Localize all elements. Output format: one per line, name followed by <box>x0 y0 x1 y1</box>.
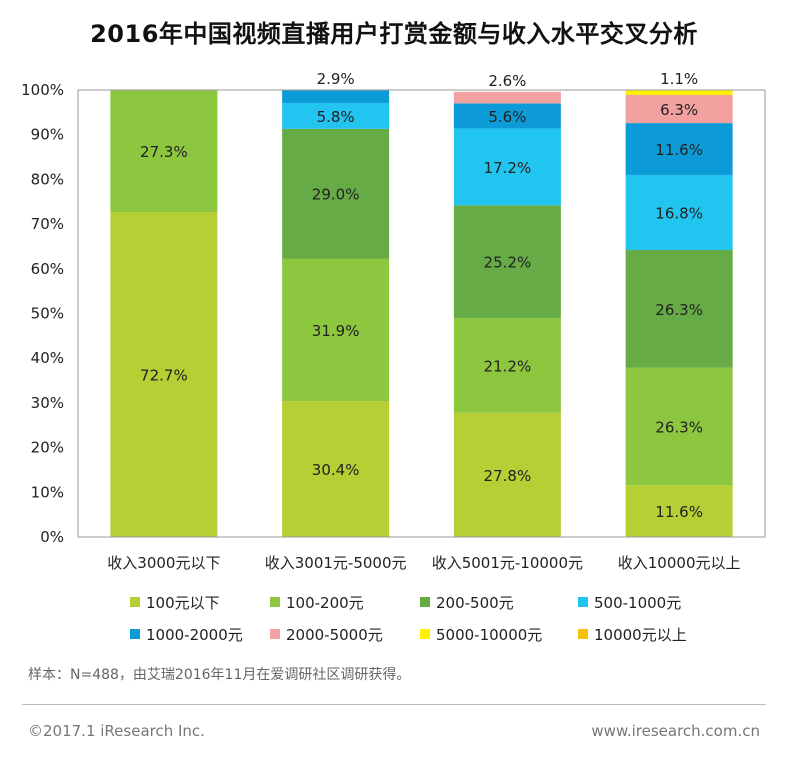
y-tick-label: 40% <box>31 349 64 367</box>
legend-label: 500-1000元 <box>594 593 682 612</box>
y-tick-label: 100% <box>21 81 64 99</box>
legend-swatch <box>130 629 140 639</box>
legend-item: 10000元以上 <box>578 624 687 644</box>
data-label: 5.6% <box>488 108 526 126</box>
legend-swatch <box>420 629 430 639</box>
bar-segment <box>625 94 733 124</box>
bar-segment <box>282 401 390 537</box>
data-label: 11.6% <box>655 503 703 521</box>
legend-swatch <box>270 629 280 639</box>
legend-item: 5000-10000元 <box>420 624 542 644</box>
sample-note: 样本：N=488，由艾瑞2016年11月在爱调研社区调研获得。 <box>28 667 411 683</box>
y-tick-label: 10% <box>31 483 64 501</box>
data-label: 16.8% <box>655 204 703 222</box>
y-axis: 0% 10% 20% 30% 40% 50% 60% 70% 80% 90% 100% <box>21 81 64 546</box>
y-tick-label: 60% <box>31 260 64 278</box>
data-label: 29.0% <box>312 186 360 204</box>
data-label: 26.3% <box>655 418 703 436</box>
data-label: 27.3% <box>140 143 188 161</box>
y-tick-label: 30% <box>31 394 64 412</box>
bar-segment <box>453 205 561 318</box>
website: www.iresearch.com.cn <box>591 722 760 740</box>
bar-segment <box>625 485 733 537</box>
data-label: 5.8% <box>317 108 355 126</box>
legend-label: 1000-2000元 <box>146 625 243 644</box>
legend-label: 100元以下 <box>146 593 220 612</box>
data-label: 17.2% <box>484 159 532 177</box>
footer-divider <box>22 704 766 705</box>
legend-item: 100-200元 <box>270 592 364 612</box>
bar-segment <box>625 123 733 175</box>
legend-label: 10000元以上 <box>594 625 687 644</box>
y-tick-label: 80% <box>31 170 64 188</box>
legend-item: 1000-2000元 <box>130 624 243 644</box>
legend-swatch <box>130 597 140 607</box>
data-label: 30.4% <box>312 461 360 479</box>
data-label: 25.2% <box>484 254 532 272</box>
x-tick-label: 收入3001元-5000元 <box>265 554 407 572</box>
legend-swatch <box>270 597 280 607</box>
data-label: 72.7% <box>140 367 188 385</box>
plot-frame <box>77 89 766 538</box>
copyright: ©2017.1 iResearch Inc. <box>28 722 205 740</box>
bar-segment <box>282 258 390 402</box>
data-label: 26.3% <box>655 301 703 319</box>
data-label: 2.6% <box>488 72 526 90</box>
y-tick-label: 50% <box>31 305 64 323</box>
chart-title: 2016年中国视频直播用户打赏金额与收入水平交叉分析 <box>90 20 698 48</box>
x-tick-label: 收入3000元以下 <box>107 554 220 572</box>
y-tick-label: 70% <box>31 215 64 233</box>
y-tick-label: 0% <box>40 528 64 546</box>
legend-item: 500-1000元 <box>578 592 681 612</box>
bar-segment <box>110 90 218 213</box>
x-tick-label: 收入5001元-10000元 <box>432 554 583 572</box>
bar-segment <box>453 103 561 129</box>
bar-segment <box>625 250 733 368</box>
bar-segment <box>453 128 561 206</box>
data-label: 11.6% <box>655 141 703 159</box>
data-label: 6.3% <box>660 101 698 119</box>
x-tick-label: 收入10000元以上 <box>618 554 741 572</box>
data-labels: 72.7% 27.3% 30.4% 31.9% 29.0% 5.8% 2.9% 27.8% 21… <box>140 70 703 521</box>
bar-segment <box>453 412 561 537</box>
data-label: 1.1% <box>660 70 698 88</box>
bar-segment <box>625 367 733 486</box>
legend-swatch <box>578 597 588 607</box>
legend-swatch <box>420 597 430 607</box>
stacked-bar-chart: 0% 10% 20% 30% 40% 50% 60% 70% 80% 90% 100% 72.7% 2… <box>21 70 766 572</box>
bar-segment <box>282 128 390 259</box>
bar-segment <box>282 102 390 129</box>
data-label: 21.2% <box>484 357 532 375</box>
bar-segment <box>110 212 218 537</box>
data-label: 2.9% <box>317 70 355 88</box>
y-tick-label: 90% <box>31 126 64 144</box>
bar-segment <box>625 174 733 251</box>
legend-item: 2000-5000元 <box>270 624 383 644</box>
data-label: 27.8% <box>484 467 532 485</box>
legend-label: 200-500元 <box>436 593 514 612</box>
legend-item: 200-500元 <box>420 592 514 612</box>
bar-segment <box>282 90 390 103</box>
bar-segment <box>453 91 561 104</box>
legend-label: 100-200元 <box>286 593 364 612</box>
bar-segment <box>453 317 561 413</box>
y-tick-label: 20% <box>31 439 64 457</box>
bar-segment <box>625 90 733 95</box>
legend-item: 100元以下 <box>130 592 220 612</box>
legend-label: 5000-10000元 <box>436 625 543 644</box>
bars <box>110 90 733 537</box>
x-axis: 收入3000元以下 收入3001元-5000元 收入5001元-10000元 收入10… <box>107 554 740 572</box>
legend-label: 2000-5000元 <box>286 625 383 644</box>
data-label: 31.9% <box>312 322 360 340</box>
legend-swatch <box>578 629 588 639</box>
